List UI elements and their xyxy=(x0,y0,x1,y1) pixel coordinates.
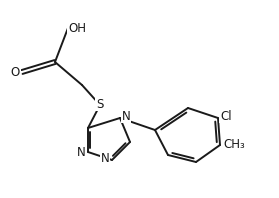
Text: N: N xyxy=(122,109,130,123)
Text: N: N xyxy=(101,152,109,166)
Text: Cl: Cl xyxy=(220,109,232,123)
Text: CH₃: CH₃ xyxy=(223,138,245,151)
Text: OH: OH xyxy=(68,22,86,34)
Text: S: S xyxy=(96,97,104,110)
Text: O: O xyxy=(10,66,20,78)
Text: N: N xyxy=(77,147,85,160)
